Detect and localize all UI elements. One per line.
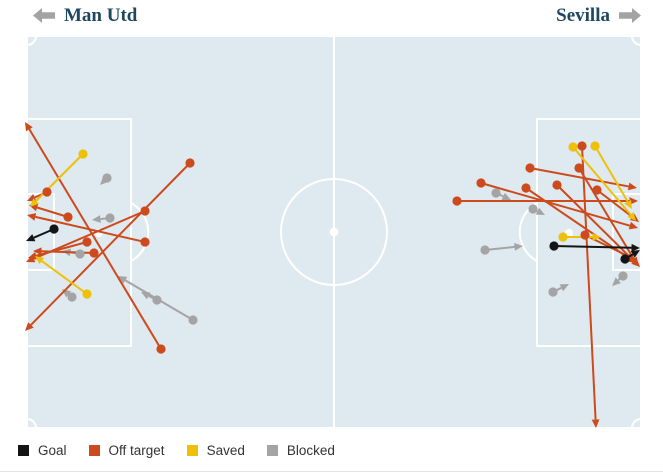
shot-origin-dot [78, 149, 88, 159]
shot-off_target [480, 182, 638, 230]
team-home-label: Man Utd [64, 4, 138, 26]
shot-origin-dot [528, 204, 538, 214]
shot-saved [572, 146, 636, 221]
legend-label: Blocked [286, 442, 335, 458]
shot-origin-dot [452, 196, 462, 206]
shot-origin-dot [105, 213, 115, 223]
legend-item-goal: Goal [18, 443, 67, 458]
shot-off_target [25, 122, 162, 350]
shot-origin-dot [152, 295, 162, 305]
legend-item-off_target: Off target [88, 442, 165, 458]
legend-swatch-blocked [266, 444, 278, 456]
shot-origin-dot [476, 178, 486, 188]
shot-origin-dot [548, 287, 558, 297]
shot-origin-dot [102, 173, 112, 183]
legend-swatch-saved [186, 444, 198, 456]
legend-item-blocked: Blocked [266, 442, 335, 458]
shot-off_target [581, 145, 600, 428]
legend-label: Saved [206, 442, 245, 458]
right-arrow-icon [619, 8, 641, 23]
shot-origin-dot [525, 163, 535, 173]
shot-off_target [25, 162, 191, 331]
pitch-graphic [0, 31, 663, 440]
shot-origin-dot [89, 248, 99, 258]
shot-origin-dot [491, 188, 501, 198]
shot-origin-dot [568, 142, 578, 152]
shot-off_target [27, 213, 146, 243]
pitch-lines [19, 35, 649, 429]
shot-off_target [529, 167, 637, 191]
shot-blocked [484, 243, 523, 251]
shot-off_target [33, 247, 95, 256]
shot-origin-dot [140, 206, 150, 216]
shot-origin-dot [558, 232, 568, 242]
shot-origin-dot [140, 237, 150, 247]
shot-origin-dot [75, 249, 85, 259]
shot-origin-dot [592, 185, 602, 195]
shot-off_target [28, 241, 88, 260]
team-away: Sevilla [556, 5, 641, 27]
shot-origin-dot [580, 230, 590, 240]
legend-label: Goal [38, 442, 67, 458]
legend-swatch-off_target [88, 444, 100, 456]
shot-origin-dot [67, 292, 77, 302]
shot-origin-dot [577, 141, 587, 151]
legend: Goal Off target Saved Blocked [18, 438, 335, 462]
pitch-svg [19, 35, 649, 429]
shot-origin-dot [188, 315, 198, 325]
shot-origin-dot [574, 163, 584, 173]
shot-origin-dot [185, 158, 195, 168]
team-away-label: Sevilla [556, 4, 610, 26]
legend-swatch-goal [18, 444, 29, 456]
shot-saved [35, 256, 88, 295]
shot-origin-dot [49, 224, 59, 234]
legend-item-saved: Saved [186, 442, 245, 458]
shot-origin-dot [521, 183, 531, 193]
shot-origin-dot [620, 254, 630, 264]
shot-origin-dot [590, 141, 600, 151]
legend-label: Off target [108, 442, 165, 458]
shot-origin-dot [618, 271, 628, 281]
shot-origin-dot [82, 289, 92, 299]
shot-origin-dot [63, 212, 73, 222]
left-arrow-icon [33, 8, 55, 23]
shot-origin-dot [480, 245, 490, 255]
shot-goal [553, 243, 640, 252]
shot-origin-dot [82, 237, 92, 247]
shot-origin-dot [42, 187, 52, 197]
shot-origin-dot [156, 344, 166, 354]
shots-layer [25, 122, 640, 428]
shot-saved [594, 145, 632, 209]
shot-origin-dot [552, 180, 562, 190]
header-bar: Man Utd Sevilla [0, 0, 663, 31]
team-home: Man Utd [33, 5, 137, 27]
shot-origin-dot [549, 241, 559, 251]
